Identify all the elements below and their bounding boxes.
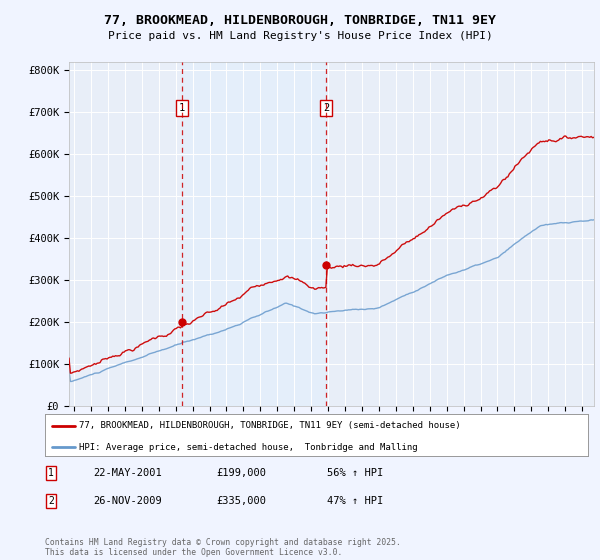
Text: 47% ↑ HPI: 47% ↑ HPI	[327, 496, 383, 506]
Text: HPI: Average price, semi-detached house,  Tonbridge and Malling: HPI: Average price, semi-detached house,…	[79, 442, 418, 452]
Text: 2: 2	[323, 103, 329, 113]
Text: 2: 2	[48, 496, 54, 506]
Text: £335,000: £335,000	[216, 496, 266, 506]
Text: 22-MAY-2001: 22-MAY-2001	[93, 468, 162, 478]
Text: 1: 1	[48, 468, 54, 478]
Text: 56% ↑ HPI: 56% ↑ HPI	[327, 468, 383, 478]
Text: Price paid vs. HM Land Registry's House Price Index (HPI): Price paid vs. HM Land Registry's House …	[107, 31, 493, 41]
Text: 1: 1	[179, 103, 185, 113]
Text: Contains HM Land Registry data © Crown copyright and database right 2025.
This d: Contains HM Land Registry data © Crown c…	[45, 538, 401, 557]
Text: £199,000: £199,000	[216, 468, 266, 478]
Text: 77, BROOKMEAD, HILDENBOROUGH, TONBRIDGE, TN11 9EY (semi-detached house): 77, BROOKMEAD, HILDENBOROUGH, TONBRIDGE,…	[79, 421, 461, 430]
Text: 26-NOV-2009: 26-NOV-2009	[93, 496, 162, 506]
Bar	[182, 62, 326, 406]
Text: 77, BROOKMEAD, HILDENBOROUGH, TONBRIDGE, TN11 9EY: 77, BROOKMEAD, HILDENBOROUGH, TONBRIDGE,…	[104, 14, 496, 27]
